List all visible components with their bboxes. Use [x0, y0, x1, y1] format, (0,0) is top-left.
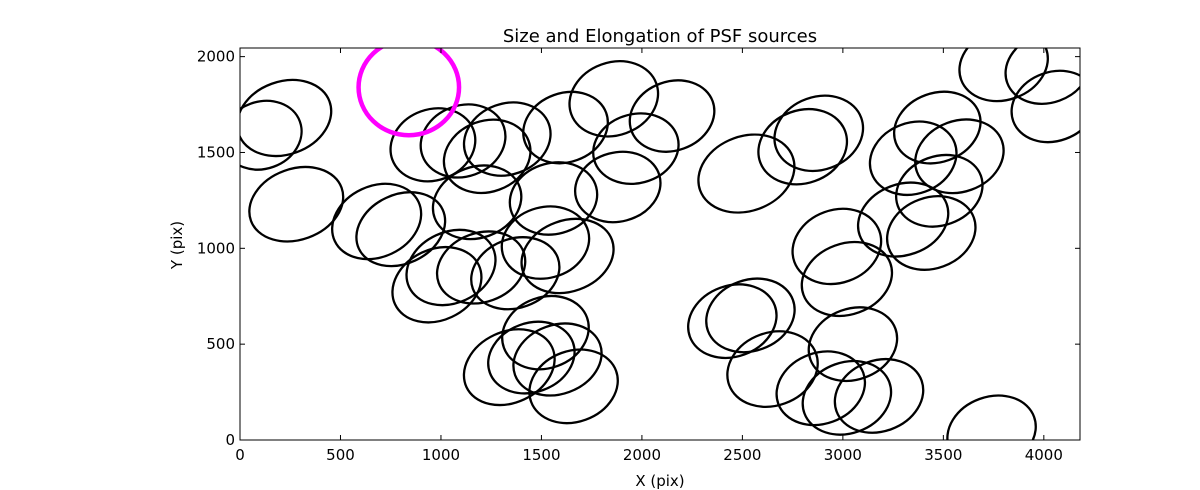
psf-ellipse-29 [757, 108, 849, 186]
psf-ellipse-20 [487, 320, 576, 395]
psf-ellipse-7 [419, 103, 507, 179]
psf-ellipse-24 [568, 60, 660, 138]
psf-ellipse-47 [958, 48, 1049, 103]
psf-ellipse-37 [791, 207, 883, 286]
y-tick-label: 0 [225, 431, 235, 449]
psf-ellipse-49 [1010, 69, 1080, 144]
psf-ellipse-5 [355, 191, 447, 268]
axes: 0 500 1000 1500 2000 2500 3000 3500 4000 0 500 1000… [197, 47, 1081, 464]
chart-title: Size and Elongation of PSF sources [503, 26, 817, 47]
psf-ellipse-9 [442, 118, 532, 195]
psf-ellipse-3 [248, 165, 345, 243]
psf-ellipse-16 [508, 161, 599, 236]
x-axis-label: X (pix) [635, 472, 684, 490]
psf-ellipse-36 [885, 195, 977, 271]
x-tick-label: 1500 [522, 446, 560, 464]
psf-ellipse-35 [856, 181, 950, 258]
plot-marks [240, 48, 1080, 440]
psf-ellipse-30 [773, 94, 865, 173]
x-tick-label: 3500 [924, 446, 962, 464]
reference-psf-circle [356, 48, 462, 138]
psf-ellipse-8 [462, 101, 552, 177]
x-tick-label: 2500 [723, 446, 761, 464]
psf-ellipse-33 [914, 118, 1005, 195]
psf-ellipse-2 [240, 99, 303, 171]
psf-ellipse-40 [705, 277, 796, 354]
y-tick-label: 500 [206, 335, 235, 353]
psf-ellipse-48 [1004, 48, 1080, 105]
psf-ellipse-6 [389, 107, 477, 183]
psf-ellipse-23 [522, 90, 609, 165]
psf-ellipse-42 [775, 350, 867, 427]
x-tick-label: 4000 [1025, 446, 1063, 464]
psf-ellipse-32 [868, 120, 958, 196]
psf-ellipse-21 [512, 322, 603, 397]
psf-ellipse-38 [800, 240, 894, 318]
psf-ellipse-26 [592, 112, 680, 185]
y-tick-label: 1000 [197, 239, 235, 257]
psf-ellipse-27 [573, 150, 662, 224]
psf-ellipse-11 [405, 228, 497, 307]
psf-ellipse-17 [520, 217, 615, 295]
psf-ellipse-46 [946, 394, 1037, 440]
x-tick-label: 500 [326, 446, 355, 464]
y-tick-label: 2000 [197, 48, 235, 66]
psf-ellipse-45 [833, 358, 925, 434]
psf-ellipse-39 [687, 283, 778, 360]
psf-ellipse-4 [331, 182, 423, 261]
psf-ellipse-12 [391, 245, 483, 324]
psf-ellipse-25 [628, 79, 716, 153]
psf-ellipse-28 [697, 133, 796, 214]
psf-ellipse-10 [431, 164, 523, 241]
psf-ellipse-34 [894, 153, 984, 228]
plot-frame [239, 47, 1081, 441]
x-tick-label: 2000 [623, 446, 661, 464]
x-tick-label: 3000 [824, 446, 862, 464]
psf-ellipse-43 [807, 306, 899, 383]
psf-ellipse-31 [892, 90, 982, 165]
y-axis-label: Y (pix) [168, 221, 186, 270]
x-tick-label: 0 [235, 446, 245, 464]
x-tick-label: 1000 [422, 446, 460, 464]
psf-ellipse-18 [501, 294, 590, 371]
psf-ellipse-14 [470, 236, 561, 311]
psf-ellipse-1 [240, 78, 333, 158]
psf-ellipse-15 [500, 205, 591, 280]
psf-ellipse-19 [462, 328, 556, 407]
y-tick-label: 1500 [197, 143, 235, 161]
psf-ellipse-22 [528, 348, 619, 425]
